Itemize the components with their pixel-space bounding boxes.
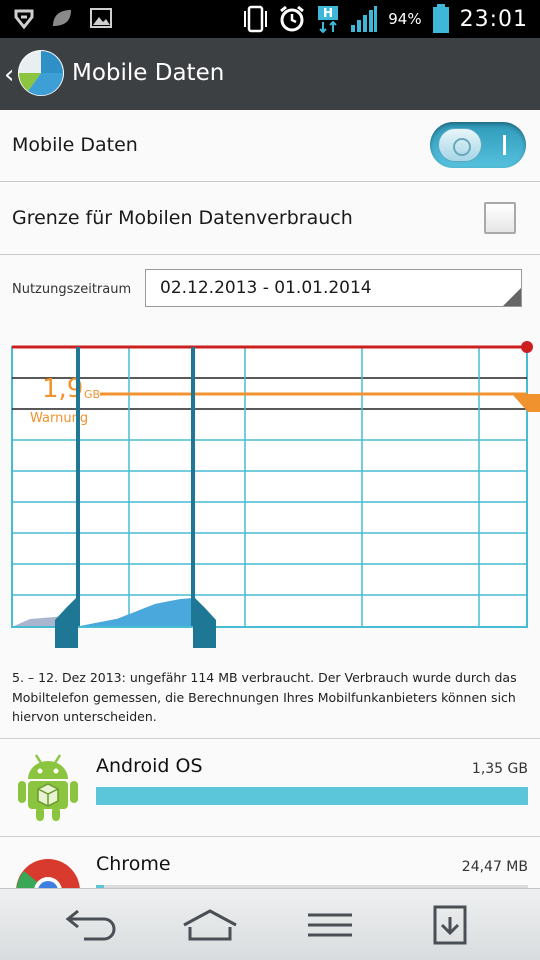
usage-period-value: 02.12.2013 - 01.01.2014 [160,278,372,298]
phone-vibrate-icon [244,5,268,33]
chrome-icon [16,859,80,888]
picture-icon [90,8,112,28]
data-limit-row[interactable]: Grenze für Mobilen Datenverbrauch [0,182,540,255]
app-name: Chrome [96,853,171,875]
up-chevron-icon[interactable]: ‹ [4,60,15,90]
range-start-handle[interactable] [55,347,80,648]
warning-label: Warnung [30,411,88,426]
app-row-chrome[interactable]: Chrome 24,47 MB [0,836,540,888]
shield-icon [14,9,34,29]
chart-grid [11,346,528,628]
clock: 23:01 [459,6,528,32]
signal-bars-icon [351,6,378,32]
usage-period-select[interactable]: 02.12.2013 - 01.01.2014 [145,269,522,307]
menu-icon[interactable] [300,905,360,945]
toggle-on-indicator [503,135,506,155]
app-row-android-os[interactable]: Android OS 1,35 GB [0,738,540,836]
network-type-label: H [323,6,333,20]
toggle-knob [438,128,482,162]
data-limit-checkbox[interactable] [484,202,516,234]
range-end-handle[interactable] [191,347,216,648]
app-usage-bar-track [96,787,528,805]
notification-icon[interactable] [420,905,480,945]
app-size: 24,47 MB [461,859,528,875]
android-os-icon [18,754,78,821]
leaf-icon [53,10,71,26]
mobile-data-toggle[interactable] [430,122,526,168]
usage-period-label: Nutzungszeitraum [12,282,132,297]
app-size: 1,35 GB [471,761,528,777]
usage-area [80,598,193,626]
home-icon[interactable] [180,905,240,945]
usage-description: 5. – 12. Dez 2013: ungefähr 114 MB verbr… [12,670,517,724]
navigation-bar [0,888,540,960]
battery-icon [432,4,449,33]
alarm-icon [280,5,305,32]
app-usage-bar [96,885,104,888]
warning-unit: GB [84,388,100,401]
mobile-data-label: Mobile Daten [12,134,138,156]
action-bar: ‹ Mobile Daten [0,38,540,110]
app-name: Android OS [96,755,203,777]
data-usage-logo[interactable] [18,50,64,96]
data-usage-chart[interactable]: 1,9 GB Warnung [0,330,540,650]
warning-handle[interactable] [512,394,540,412]
dropdown-corner-icon [503,288,521,306]
limit-handle[interactable] [521,341,533,353]
data-limit-label: Grenze für Mobilen Datenverbrauch [12,207,353,229]
network-h-icon: H [318,6,339,33]
page-title: Mobile Daten [72,60,225,86]
app-usage-bar-track [96,885,528,888]
app-usage-bar [96,787,528,805]
status-bar: H 94% 23:01 [0,0,540,38]
back-icon[interactable] [60,905,120,945]
data-usage-pie-icon [18,51,64,96]
mobile-data-row[interactable]: Mobile Daten [0,110,540,182]
battery-percent: 94% [388,10,422,28]
